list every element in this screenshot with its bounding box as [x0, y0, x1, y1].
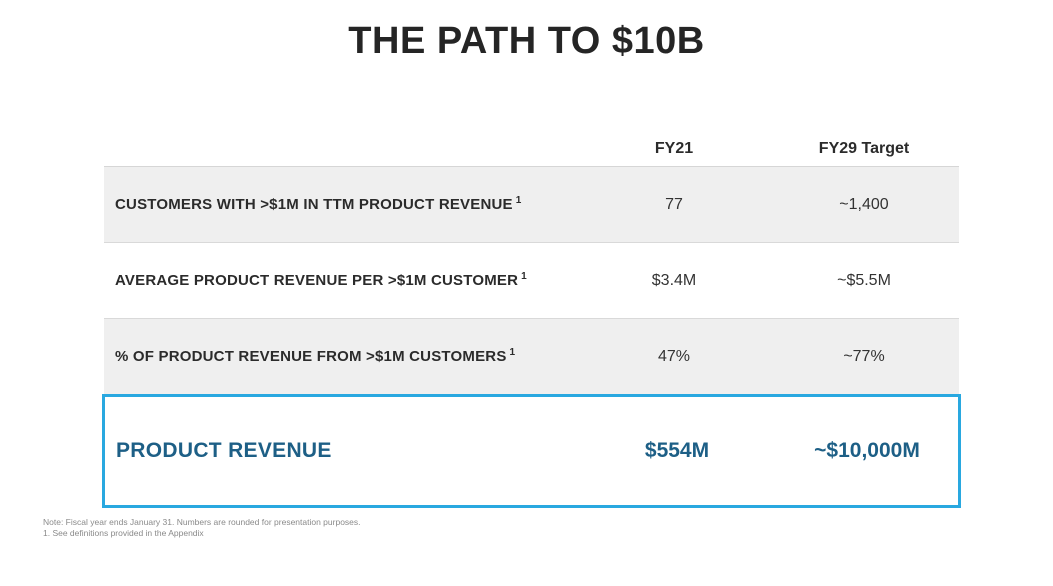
table-row: CUSTOMERS WITH >$1M IN TTM PRODUCT REVEN…	[104, 167, 959, 243]
highlight-value-fy21: $554M	[644, 439, 710, 462]
footnote-text: 1. See definitions provided in the Appen…	[43, 528, 204, 538]
cell-fy21: 47%	[657, 348, 691, 365]
footnotes: Note: Fiscal year ends January 31. Numbe…	[43, 517, 361, 539]
table-header: FY21 FY29 Target	[104, 128, 959, 167]
column-header-fy29-target: FY29 Target	[818, 140, 910, 157]
cell-fy21: $3.4M	[651, 272, 697, 289]
product-revenue-highlight: PRODUCT REVENUE $554M ~$10,000M	[102, 394, 961, 508]
row-label: % OF PRODUCT REVENUE FROM >$1M CUSTOMERS…	[115, 347, 516, 366]
cell-fy29: ~$5.5M	[837, 272, 891, 289]
cell-fy29: ~1,400	[839, 196, 889, 213]
table-row: % OF PRODUCT REVENUE FROM >$1M CUSTOMERS…	[104, 319, 959, 395]
note-text: Note: Fiscal year ends January 31. Numbe…	[43, 517, 361, 527]
slide-title: THE PATH TO $10B	[348, 20, 705, 62]
cell-fy21: 77	[665, 196, 683, 213]
row-label: CUSTOMERS WITH >$1M IN TTM PRODUCT REVEN…	[115, 195, 522, 214]
highlight-value-fy29: ~$10,000M	[814, 439, 920, 462]
footnote-marker: 1	[509, 347, 516, 358]
footnote-marker: 1	[515, 195, 522, 206]
cell-fy29: ~77%	[843, 348, 885, 365]
metrics-table: FY21 FY29 Target CUSTOMERS WITH >$1M IN …	[104, 128, 959, 395]
table-row: AVERAGE PRODUCT REVENUE PER >$1M CUSTOME…	[104, 243, 959, 319]
row-label: AVERAGE PRODUCT REVENUE PER >$1M CUSTOME…	[115, 271, 527, 290]
highlight-label: PRODUCT REVENUE	[116, 439, 332, 462]
footnote-marker: 1	[521, 271, 527, 282]
column-header-fy21: FY21	[654, 140, 694, 157]
